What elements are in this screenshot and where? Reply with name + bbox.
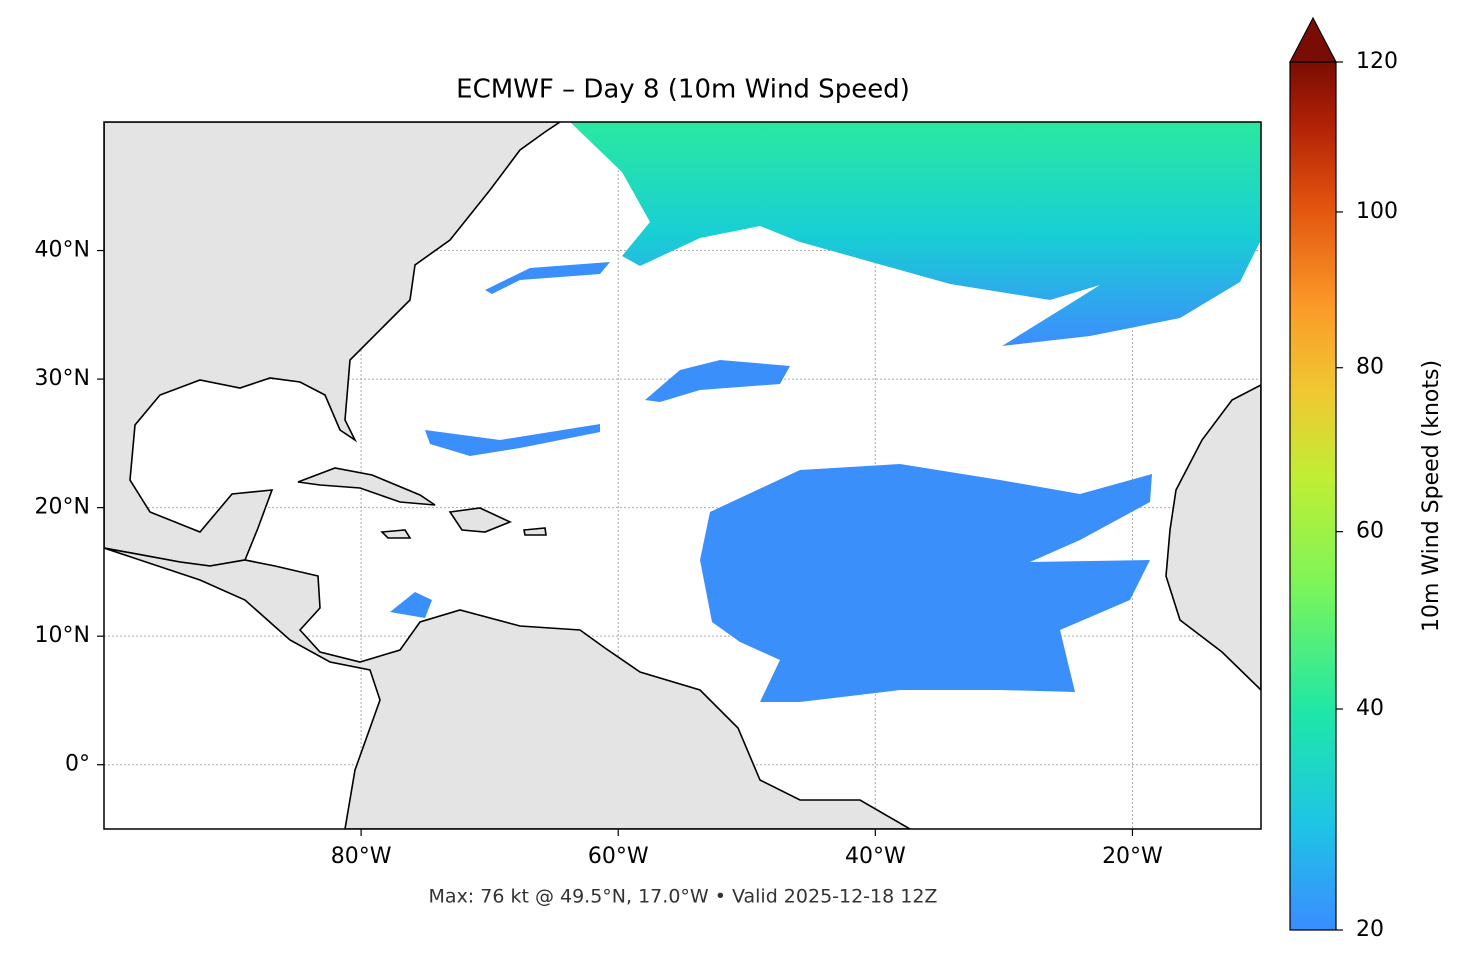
chart-title: ECMWF – Day 8 (10m Wind Speed) [456,75,910,105]
axes-frame [103,121,1262,830]
colorbar-tick-label: 100 [1356,199,1398,224]
y-tick-label: 10°N [35,623,90,648]
central-south-america [104,547,912,829]
y-tick-label: 30°N [35,366,90,391]
colorbar-tick-label: 20 [1356,917,1384,942]
footer-note: Max: 76 kt @ 49.5°N, 17.0°W • Valid 2025… [429,886,938,908]
wind-field [390,592,432,618]
x-tick-label: 20°W [1102,844,1163,869]
y-tick-label: 20°N [35,495,90,520]
jamaica [380,529,412,539]
colorbar-tick-label: 80 [1356,355,1384,380]
y-tick-label: 40°N [35,238,90,263]
map-layer [104,122,1261,829]
colorbar-label: 10m Wind Speed (knots) [1419,360,1444,632]
colorbar-tick-label: 40 [1356,696,1384,721]
colorbar-extend [1289,16,1337,63]
colorbar-tick-label: 60 [1356,519,1384,544]
colorbar: 10m Wind Speed (knots) 20 40 60 80 100 120 [1289,16,1444,942]
north-america [104,122,562,567]
hispaniola [448,507,513,533]
x-tick-label: 80°W [331,844,392,869]
cuba [297,467,436,506]
colorbar-tick-label: 120 [1356,49,1398,74]
x-tick-label: 60°W [588,844,649,869]
wind-field [700,464,1152,702]
colorbar-bar [1289,61,1337,931]
wind-field [570,122,1261,346]
wind-field [645,360,790,402]
wind-field [485,262,610,294]
africa [1165,384,1261,692]
wind-field [425,424,600,456]
x-tick-label: 40°W [845,844,906,869]
puerto-rico [523,527,547,536]
y-tick-label: 0° [65,752,90,777]
